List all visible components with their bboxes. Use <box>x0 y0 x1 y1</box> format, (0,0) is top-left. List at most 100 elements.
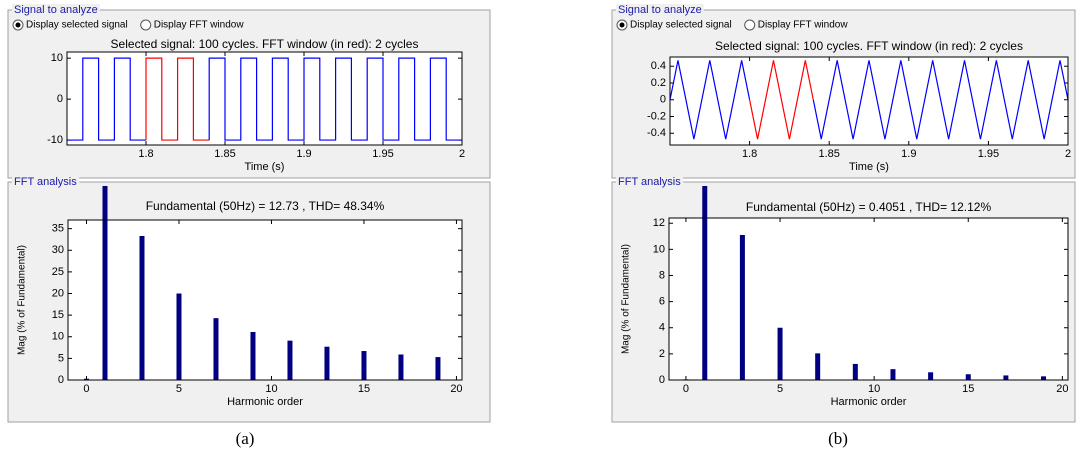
bar <box>1003 375 1009 380</box>
bar <box>815 353 821 380</box>
plot-area <box>670 57 1068 145</box>
plot-frame <box>67 219 463 381</box>
y-axis-label: Mag (% of Fundamental) <box>621 244 632 354</box>
bar <box>398 354 404 380</box>
y-tick-label: 20 <box>52 287 64 299</box>
bar <box>213 318 219 380</box>
plot-frame <box>669 56 1069 146</box>
radio-dot <box>619 22 625 28</box>
plot-area <box>67 52 462 145</box>
x-tick-label: 1.9 <box>296 148 311 160</box>
radio-label[interactable]: Display FFT window <box>758 20 849 31</box>
y-tick-label: 6 <box>659 296 665 308</box>
radio-button[interactable] <box>744 19 756 31</box>
plot-frame <box>668 217 1069 381</box>
plot-frame <box>66 51 463 146</box>
bar <box>83 378 89 380</box>
y-tick-label: -10 <box>47 134 63 146</box>
signal-line <box>208 57 462 141</box>
x-tick-label: 1.85 <box>818 148 839 160</box>
chart-title: Selected signal: 100 cycles. FFT window … <box>111 37 419 51</box>
y-tick-label: 0 <box>659 374 665 386</box>
x-tick-label: 10 <box>868 383 880 395</box>
x-tick-label: 20 <box>1056 383 1068 395</box>
signal-line <box>67 57 146 141</box>
x-tick-label: 1.85 <box>214 148 235 160</box>
bar <box>250 332 256 380</box>
chart-title: Fundamental (50Hz) = 0.4051 , THD= 12.12… <box>746 200 992 214</box>
x-tick-label: 1.95 <box>978 148 999 160</box>
radio-label[interactable]: Display selected signal <box>26 20 128 31</box>
y-tick-label: 5 <box>58 352 64 364</box>
bar <box>287 340 293 380</box>
radio-dot <box>15 22 21 28</box>
x-axis-label: Time (s) <box>849 161 889 173</box>
bar <box>435 357 441 380</box>
bar <box>702 186 708 380</box>
y-tick-label: -0.2 <box>647 110 666 122</box>
y-tick-label: 2 <box>659 348 665 360</box>
bar <box>852 363 858 380</box>
radio-button[interactable] <box>140 19 152 31</box>
bar <box>928 372 934 380</box>
signal-line <box>749 60 814 140</box>
x-tick-label: 1.8 <box>138 148 153 160</box>
x-axis-label: Harmonic order <box>227 396 303 408</box>
signal-line <box>669 60 751 140</box>
y-tick-label: -0.4 <box>647 127 666 139</box>
label-bg <box>12 3 100 16</box>
signal-line <box>812 60 1069 140</box>
bar <box>324 346 330 380</box>
chart-title: Selected signal: 100 cycles. FFT window … <box>715 39 1023 53</box>
chart-title: Fundamental (50Hz) = 12.73 , THD= 48.34% <box>146 199 385 213</box>
group-label: FFT analysis <box>14 176 77 188</box>
group-label: FFT analysis <box>618 176 681 188</box>
x-tick-label: 0 <box>83 383 89 395</box>
bar <box>777 327 783 380</box>
y-tick-label: 4 <box>659 322 665 334</box>
signal-line <box>145 57 210 141</box>
bar <box>176 293 182 380</box>
y-tick-label: 8 <box>659 269 665 281</box>
y-tick-label: 10 <box>52 331 64 343</box>
y-tick-label: 30 <box>52 244 64 256</box>
radio-label[interactable]: Display selected signal <box>630 20 732 31</box>
bar <box>102 186 108 380</box>
bar <box>1041 376 1047 380</box>
x-tick-label: 2 <box>1065 148 1071 160</box>
x-axis-label: Time (s) <box>245 161 285 173</box>
y-tick-label: 0 <box>57 93 63 105</box>
y-tick-label: 0.4 <box>651 60 666 72</box>
y-tick-label: 10 <box>653 243 665 255</box>
caption: (a) <box>236 429 255 448</box>
x-tick-label: 0 <box>683 383 689 395</box>
x-axis-label: Harmonic order <box>831 396 907 408</box>
group-label: Signal to analyze <box>618 4 702 16</box>
y-tick-label: 0 <box>58 374 64 386</box>
bar <box>890 369 896 380</box>
y-tick-label: 25 <box>52 266 64 278</box>
x-tick-label: 5 <box>176 383 182 395</box>
bar <box>965 374 971 380</box>
y-tick-label: 12 <box>653 217 665 229</box>
bar <box>139 236 145 380</box>
bar <box>739 234 745 380</box>
y-tick-label: 10 <box>51 52 63 64</box>
bar <box>361 351 367 380</box>
x-tick-label: 5 <box>777 383 783 395</box>
caption: (b) <box>828 429 848 448</box>
x-tick-label: 1.95 <box>372 148 393 160</box>
plot-area <box>68 220 462 380</box>
x-tick-label: 1.8 <box>742 148 757 160</box>
x-tick-label: 20 <box>450 383 462 395</box>
x-tick-label: 15 <box>962 383 974 395</box>
y-tick-label: 0 <box>660 94 666 106</box>
y-tick-label: 35 <box>52 223 64 235</box>
radio-label[interactable]: Display FFT window <box>154 20 245 31</box>
label-bg <box>616 175 684 188</box>
plot-area <box>669 218 1068 380</box>
x-tick-label: 1.9 <box>901 148 916 160</box>
x-tick-label: 15 <box>358 383 370 395</box>
label-bg <box>12 175 80 188</box>
